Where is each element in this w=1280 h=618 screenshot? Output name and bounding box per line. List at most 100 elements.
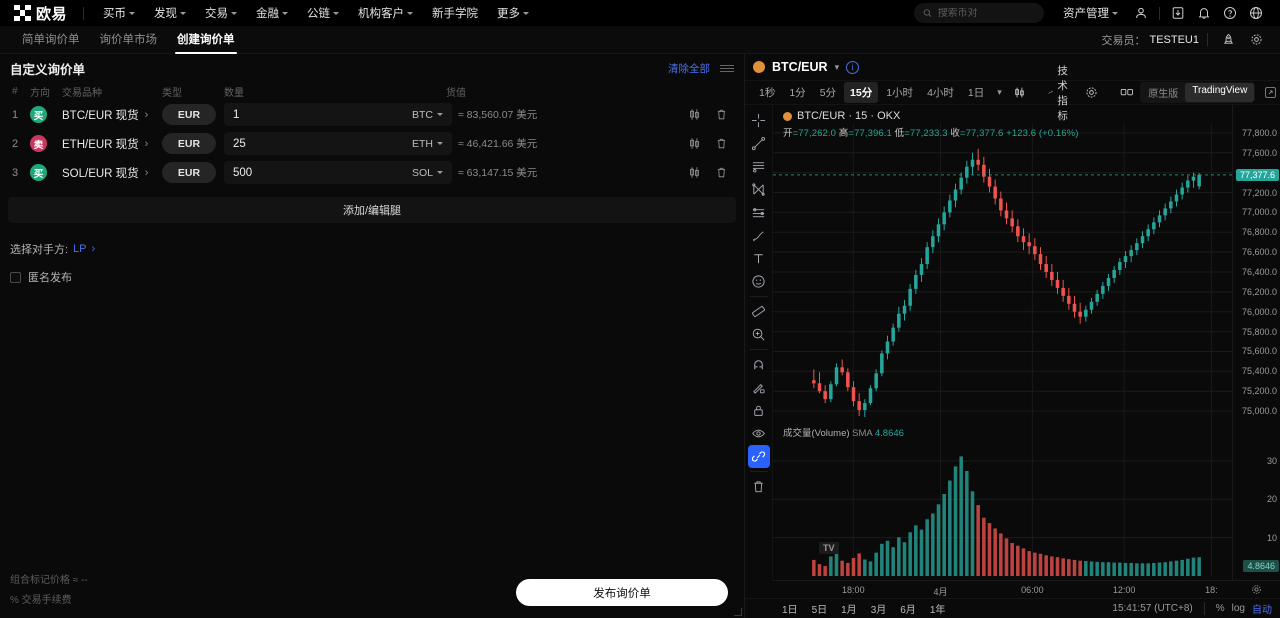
axis-settings-button[interactable]: [1232, 580, 1280, 598]
text-icon[interactable]: [748, 247, 770, 270]
quantity-unit-selector[interactable]: SOL: [412, 167, 443, 179]
time-axis[interactable]: 18:00 4月 06:00 12:00 18:: [773, 580, 1232, 598]
log-scale-toggle[interactable]: log: [1231, 603, 1245, 614]
nav-item-more[interactable]: 更多: [488, 1, 538, 25]
nav-item-institutional[interactable]: 机构客户: [349, 1, 422, 25]
candlestick-icon[interactable]: [688, 137, 701, 150]
quantity-input-wrap[interactable]: BTC: [224, 103, 452, 126]
range-5d[interactable]: 5日: [811, 605, 828, 616]
help-button[interactable]: [1218, 2, 1242, 24]
quantity-input[interactable]: [233, 166, 412, 179]
view-tradingview-option[interactable]: TradingView: [1185, 83, 1255, 102]
indicators-button[interactable]: 技术指标: [1044, 60, 1080, 126]
tab-create-rfq[interactable]: 创建询价单: [167, 25, 245, 54]
symbol-cell[interactable]: BTC/EUR 现货 ›: [62, 107, 162, 123]
delete-icon[interactable]: [715, 108, 728, 121]
price-axis[interactable]: 77,800.077,600.077,400.077,200.077,000.0…: [1232, 105, 1280, 580]
currency-pill[interactable]: EUR: [162, 133, 216, 154]
symbol-cell[interactable]: SOL/EUR 现货 ›: [62, 165, 162, 181]
range-1y[interactable]: 1年: [929, 605, 946, 616]
ruler-icon[interactable]: [748, 300, 770, 323]
auto-scale-toggle[interactable]: 自动: [1252, 605, 1272, 616]
candlestick-icon[interactable]: [688, 108, 701, 121]
timeframe-1h[interactable]: 1小时: [886, 87, 914, 99]
pencil-lock-icon[interactable]: [748, 376, 770, 399]
direction-cell[interactable]: 卖: [30, 135, 62, 152]
horizontal-lines-icon[interactable]: [748, 155, 770, 178]
chevron-right-icon[interactable]: ›: [91, 243, 96, 255]
eye-icon[interactable]: [748, 422, 770, 445]
currency-pill[interactable]: EUR: [162, 162, 216, 183]
trendline-icon[interactable]: [748, 132, 770, 155]
candlestick-icon[interactable]: [688, 166, 701, 179]
direction-cell[interactable]: 买: [30, 106, 62, 123]
anonymous-publish-row[interactable]: 匿名发布: [0, 257, 744, 285]
download-button[interactable]: [1166, 2, 1190, 24]
chart-canvas[interactable]: BTC/EUR · 15 · OKX 开=77,262.0 高=77,396.1…: [773, 105, 1232, 580]
nav-item-chain[interactable]: 公链: [298, 1, 348, 25]
quantity-unit-selector[interactable]: BTC: [412, 109, 443, 121]
direction-cell[interactable]: 买: [30, 164, 62, 181]
lock-icon[interactable]: [748, 399, 770, 422]
percent-scale-toggle[interactable]: %: [1215, 603, 1225, 614]
search-input[interactable]: [937, 7, 1035, 19]
rocket-button[interactable]: [1216, 29, 1240, 51]
view-native-option[interactable]: 原生版: [1148, 89, 1179, 100]
clear-all-button[interactable]: 清除全部: [668, 62, 710, 75]
timeframe-1m[interactable]: 1分: [789, 87, 806, 99]
timeframe-1d[interactable]: 1日: [967, 87, 985, 99]
nav-item-buy-crypto[interactable]: 买币: [94, 1, 144, 25]
range-1mo[interactable]: 1月: [841, 605, 857, 616]
quantity-input-wrap[interactable]: SOL: [224, 161, 452, 184]
search-box[interactable]: [914, 3, 1044, 23]
range-6mo[interactable]: 6月: [900, 605, 916, 616]
publish-rfq-button[interactable]: 发布询价单: [516, 579, 728, 606]
user-account-button[interactable]: [1129, 2, 1153, 24]
nav-item-academy[interactable]: 新手学院: [423, 1, 487, 25]
timeframe-5m[interactable]: 5分: [819, 87, 837, 99]
link-icon[interactable]: [747, 445, 770, 468]
tab-simple-rfq[interactable]: 简单询价单: [22, 34, 80, 46]
add-edit-leg-button[interactable]: 添加/编辑腿: [8, 197, 736, 223]
language-button[interactable]: [1244, 2, 1268, 24]
quantity-input[interactable]: [233, 108, 412, 121]
delete-icon[interactable]: [715, 137, 728, 150]
panel-menu-icon[interactable]: [720, 64, 734, 72]
forecast-icon[interactable]: [748, 201, 770, 224]
range-3mo[interactable]: 3月: [870, 605, 887, 616]
chart-settings-button[interactable]: [1081, 83, 1102, 102]
trash-icon[interactable]: [748, 475, 770, 498]
chevron-down-icon[interactable]: ▾: [997, 87, 1002, 97]
currency-pill[interactable]: EUR: [162, 104, 216, 125]
layout-button[interactable]: [1116, 83, 1138, 102]
crosshair-icon[interactable]: [748, 109, 770, 132]
settings-button[interactable]: [1244, 29, 1268, 51]
quantity-unit-selector[interactable]: ETH: [412, 138, 443, 150]
fib-icon[interactable]: [748, 178, 770, 201]
quantity-input[interactable]: [233, 137, 412, 150]
notifications-button[interactable]: [1192, 2, 1216, 24]
timeframe-15m[interactable]: 15分: [844, 82, 879, 103]
anonymous-checkbox[interactable]: [10, 271, 21, 283]
magnet-icon[interactable]: [748, 353, 770, 376]
nav-item-discover[interactable]: 发现: [145, 1, 195, 25]
fullscreen-button[interactable]: [1258, 82, 1280, 104]
brush-icon[interactable]: [748, 224, 770, 247]
quantity-input-wrap[interactable]: ETH: [224, 132, 452, 155]
timeframe-1s[interactable]: 1秒: [759, 87, 776, 99]
tab-rfq-market[interactable]: 询价单市场: [99, 34, 158, 46]
nav-item-finance[interactable]: 金融: [247, 1, 297, 25]
chart-type-button[interactable]: [1009, 83, 1030, 102]
nav-item-asset-management[interactable]: 资产管理: [1054, 1, 1127, 25]
counterparty-value[interactable]: LP: [73, 243, 87, 255]
brand-logo[interactable]: 欧易: [8, 3, 73, 24]
delete-icon[interactable]: [715, 166, 728, 179]
range-1d[interactable]: 1日: [782, 605, 798, 616]
timeframe-4h[interactable]: 4小时: [927, 87, 954, 99]
nav-item-trade[interactable]: 交易: [196, 1, 246, 25]
symbol-cell[interactable]: ETH/EUR 现货 ›: [62, 136, 162, 152]
emoji-icon[interactable]: [748, 270, 770, 293]
zoom-in-icon[interactable]: [748, 323, 770, 346]
chevron-down-icon[interactable]: ▾: [834, 61, 840, 72]
info-icon[interactable]: i: [846, 60, 860, 74]
